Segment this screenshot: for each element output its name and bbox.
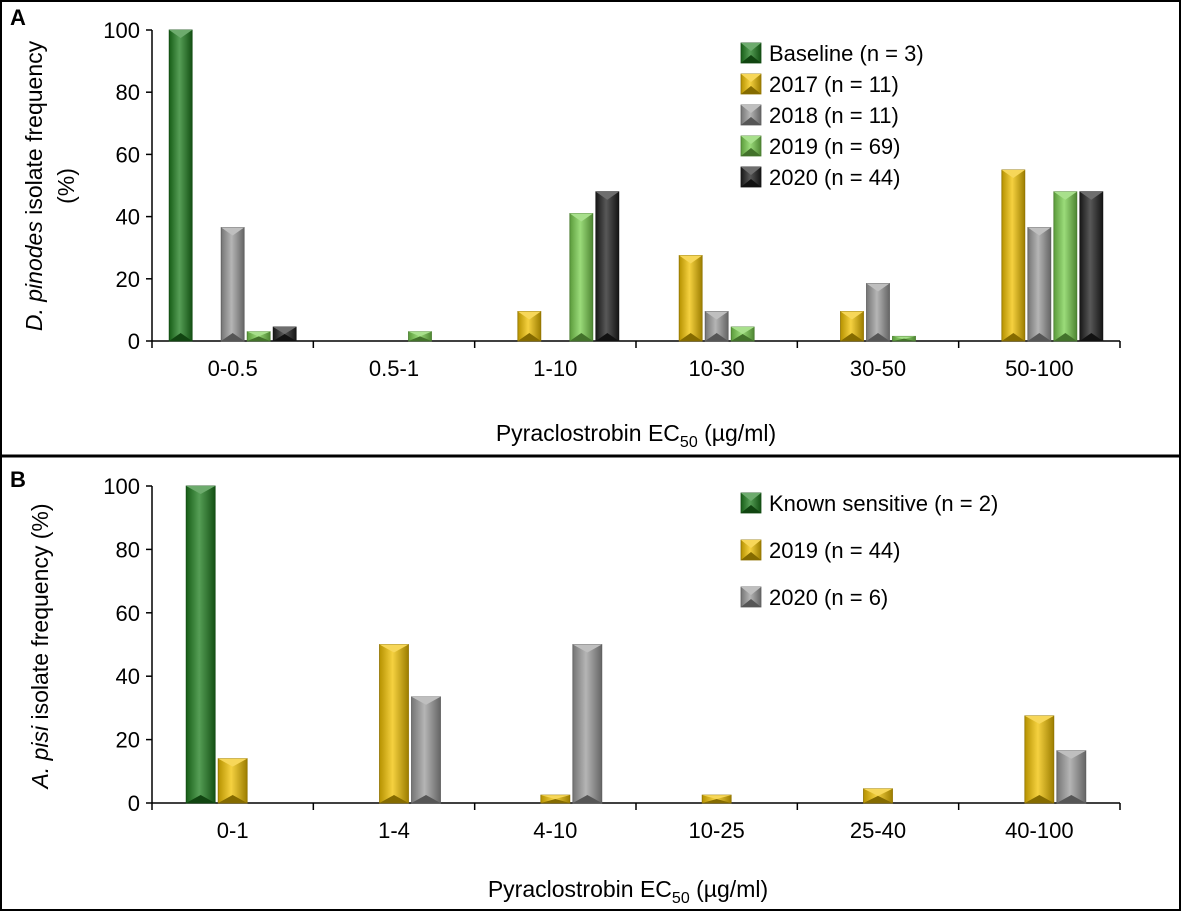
panel-a: A D. pinodes isolate frequency (%) Pyrac… [10, 5, 1121, 451]
y-tick-label: 40 [116, 205, 140, 230]
svg-text:A. pisi isolate frequency (%): A. pisi isolate frequency (%) [27, 503, 53, 790]
legend-label: 2020 (n = 44) [769, 165, 900, 190]
bar-2-2 [572, 644, 603, 804]
panel-a-y-title-italic: D. pinodes [21, 221, 47, 331]
legend-swatch [740, 166, 762, 188]
bar-2-1 [517, 311, 542, 342]
panel-b-x-title-unit: (µg/ml) [690, 876, 768, 902]
legend-label: 2018 (n = 11) [769, 103, 899, 128]
bar-1-3 [408, 331, 432, 342]
y-tick-label: 0 [128, 329, 140, 354]
panel-b-y-title-rest: isolate frequency (%) [27, 503, 53, 725]
bar-1-1 [379, 644, 409, 804]
panel-b: B A. pisi isolate frequency (%) Pyraclos… [10, 467, 1121, 907]
panel-a-x-title-sub: 50 [680, 434, 698, 451]
bar-1-2 [411, 696, 441, 804]
panel-a-y-title-line2: (%) [53, 168, 79, 204]
legend-label: 2019 (n = 69) [769, 134, 900, 159]
legend-swatch [740, 586, 762, 608]
legend: Baseline (n = 3) 2017 (n = 11) 2018 (n = 1… [740, 41, 924, 190]
y-tick-label: 20 [116, 267, 140, 292]
bar-0-2 [220, 227, 245, 342]
legend: Known sensitive (n = 2) 2019 (n = 44) 2020… [740, 491, 998, 610]
legend-label: Baseline (n = 3) [769, 41, 924, 66]
y-tick-label: 40 [116, 664, 140, 689]
legend-label: 2017 (n = 11) [769, 72, 899, 97]
bar-5-3 [1053, 191, 1078, 342]
bar-4-1 [840, 311, 864, 342]
bar-0-0 [185, 485, 216, 804]
bar-3-1 [678, 255, 703, 342]
panel-a-x-title-main: Pyraclostrobin EC [496, 420, 680, 446]
panel-a-y-title-rest: isolate frequency [21, 40, 47, 221]
bar-4-1 [863, 788, 893, 804]
x-tick-label: 40-100 [1005, 818, 1074, 843]
bar-4-2 [866, 283, 890, 342]
x-tick-label: 4-10 [533, 818, 577, 843]
bar-2-1 [540, 794, 571, 804]
panel-b-y-axis-title: A. pisi isolate frequency (%) [27, 503, 53, 790]
y-tick-label: 60 [116, 142, 140, 167]
bar-3-1 [701, 794, 732, 804]
legend-swatch [740, 42, 762, 64]
legend-label: 2020 (n = 6) [769, 585, 888, 610]
bar-0-0 [168, 29, 193, 342]
x-tick-label: 10-30 [689, 356, 745, 381]
bar-2-4 [595, 191, 620, 342]
bar-3-3 [730, 326, 755, 342]
x-tick-label: 0-0.5 [208, 356, 258, 381]
panel-a-x-axis-title: Pyraclostrobin EC50 (µg/ml) [496, 420, 776, 451]
panel-b-x-title-sub: 50 [672, 890, 690, 907]
legend-swatch [740, 73, 762, 95]
bar-0-1 [217, 758, 248, 804]
panel-a-x-title-unit: (µg/ml) [698, 420, 776, 446]
y-tick-label: 20 [116, 728, 140, 753]
y-tick-label: 0 [128, 791, 140, 816]
legend-swatch [740, 539, 762, 561]
bar-5-1 [1024, 715, 1055, 804]
x-tick-label: 0-1 [217, 818, 249, 843]
bar-5-1 [1001, 169, 1026, 342]
bar-3-2 [704, 311, 729, 342]
svg-text:D. pinodes isolate frequency: D. pinodes isolate frequency [21, 40, 47, 331]
y-tick-label: 60 [116, 601, 140, 626]
panel-b-label: B [10, 467, 26, 492]
panel-b-x-axis-title: Pyraclostrobin EC50 (µg/ml) [488, 876, 768, 907]
x-tick-label: 25-40 [850, 818, 906, 843]
legend-label: 2019 (n = 44) [769, 538, 900, 563]
y-tick-label: 100 [103, 18, 140, 43]
x-tick-label: 1-10 [533, 356, 577, 381]
bar-0-4 [272, 326, 297, 342]
y-tick-label: 100 [103, 474, 140, 499]
panel-a-y-axis-title: D. pinodes isolate frequency (%) [21, 40, 79, 331]
bar-0-3 [246, 331, 271, 342]
x-tick-label: 50-100 [1005, 356, 1074, 381]
panel-b-x-title-main: Pyraclostrobin EC [488, 876, 672, 902]
panel-b-y-title-italic: A. pisi [27, 725, 53, 791]
legend-swatch [740, 104, 762, 126]
legend-label: Known sensitive (n = 2) [769, 491, 998, 516]
y-tick-label: 80 [116, 537, 140, 562]
x-tick-label: 0.5-1 [369, 356, 419, 381]
bar-4-3 [892, 335, 916, 342]
legend-swatch [740, 135, 762, 157]
panel-a-label: A [10, 5, 26, 30]
legend-swatch [740, 492, 762, 514]
x-tick-label: 1-4 [378, 818, 410, 843]
bar-5-4 [1079, 191, 1104, 342]
y-tick-label: 80 [116, 80, 140, 105]
x-tick-label: 30-50 [850, 356, 906, 381]
bar-2-3 [569, 213, 594, 342]
bar-5-2 [1056, 750, 1087, 804]
bar-5-2 [1027, 227, 1052, 342]
x-tick-label: 10-25 [689, 818, 745, 843]
